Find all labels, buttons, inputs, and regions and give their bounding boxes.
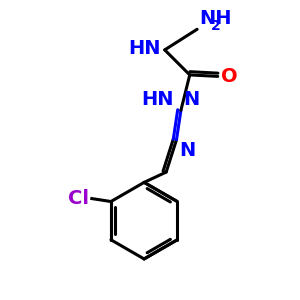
Text: HN: HN bbox=[129, 39, 161, 58]
Text: 2: 2 bbox=[211, 19, 220, 33]
Text: NH: NH bbox=[200, 9, 232, 28]
Text: N: N bbox=[183, 90, 200, 109]
Text: N: N bbox=[179, 141, 195, 160]
Text: O: O bbox=[221, 67, 238, 86]
Text: Cl: Cl bbox=[68, 189, 89, 208]
Text: HN: HN bbox=[141, 90, 174, 110]
